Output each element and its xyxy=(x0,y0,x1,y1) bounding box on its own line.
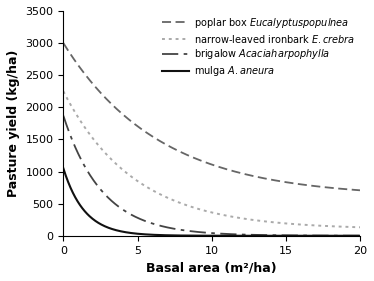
Y-axis label: Pasture yield (kg/ha): Pasture yield (kg/ha) xyxy=(7,50,20,197)
Legend: poplar box $\it{Eucalyptus populnea}$, narrow-leaved ironbark $\it{E. crebra}$, : poplar box $\it{Eucalyptus populnea}$, n… xyxy=(160,14,357,80)
X-axis label: Basal area (m²/ha): Basal area (m²/ha) xyxy=(146,261,277,274)
